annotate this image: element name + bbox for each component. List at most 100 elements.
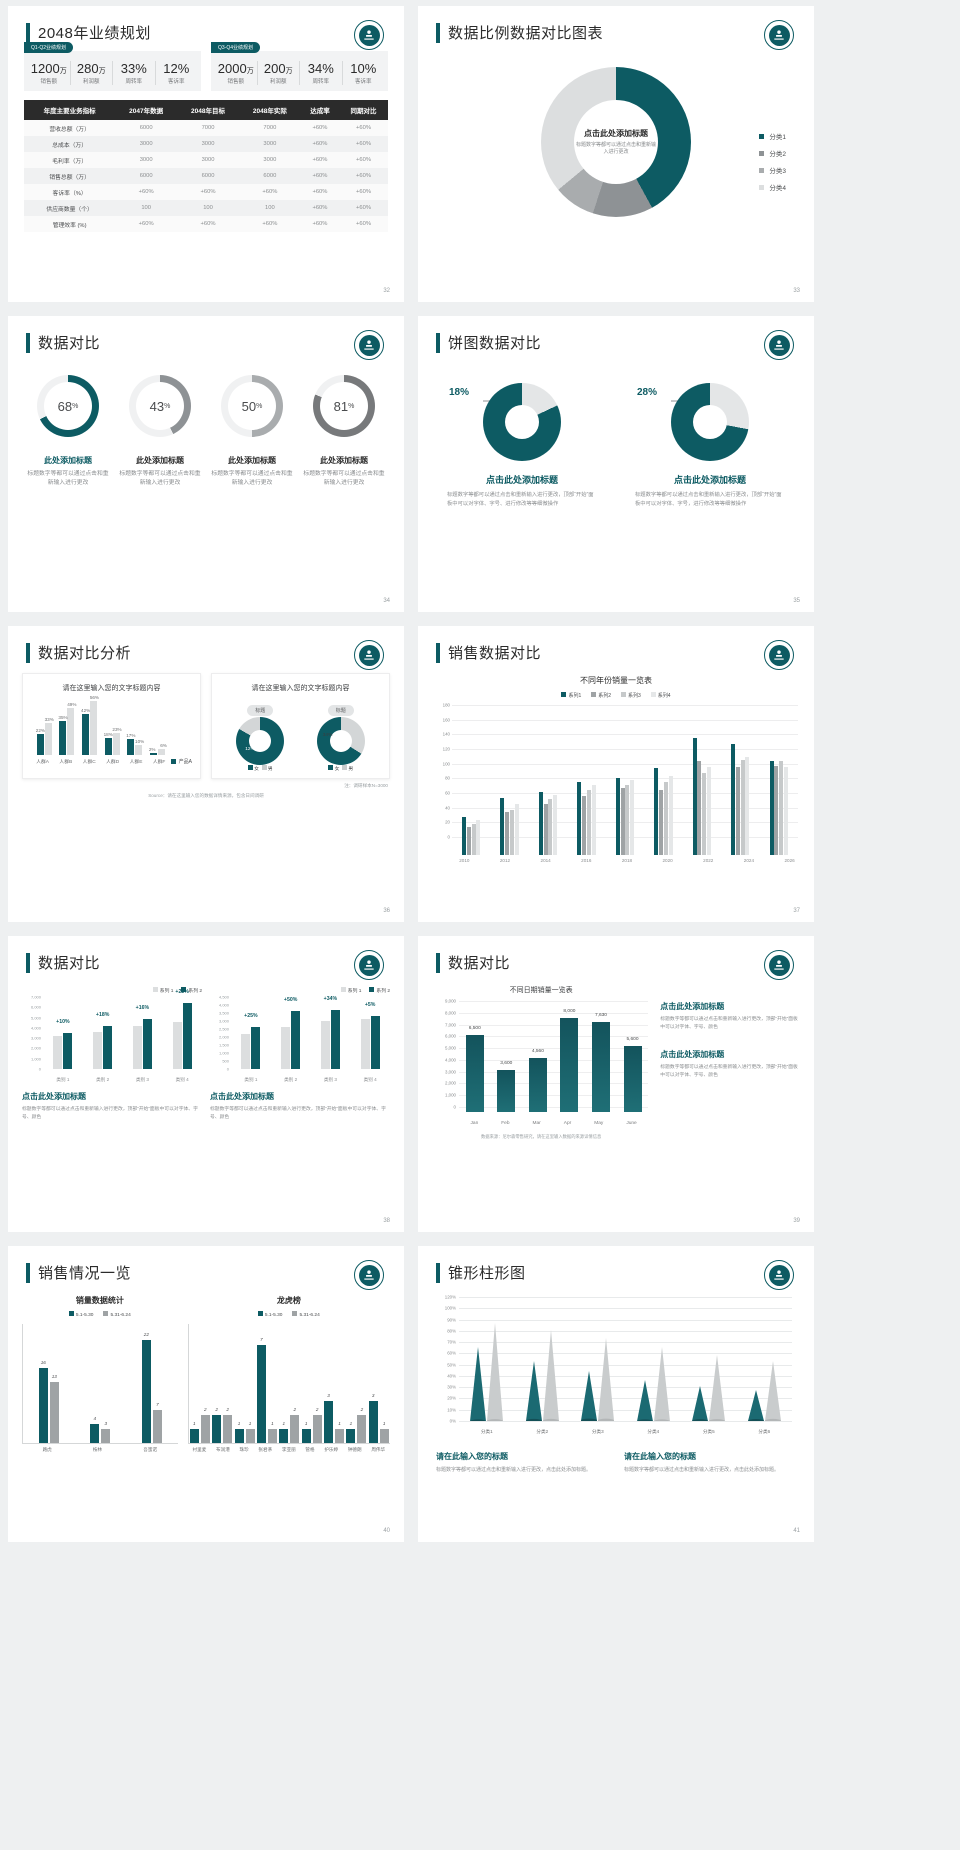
y-axis: 0 1,000 2,000 3,000 4,000 5,000 6,000 7,000 8,00… (432, 999, 458, 1110)
slide-36-cards: 请在这里输入您的文字标题内容 22% 33% 35% 49% 42% 56% 1… (8, 663, 404, 779)
ring-gauge[interactable]: 68% 此处添加标题 标题数字等都可以通过点击和重新输入进行更改 (27, 375, 109, 489)
slide-33[interactable]: 数据比例数据对比图表 点击此处添加标题 标题数字等都可以通过点击和重新输入进行更… (418, 6, 814, 302)
table-row: 供应商数量（个） 100 100 100 +60% +60% (24, 200, 388, 216)
brand-logo-icon (764, 640, 794, 670)
donut-chart[interactable]: 点击此处添加标题 标题数字等都可以通过点击和重新输入进行更改 (541, 67, 691, 217)
bar (663, 781, 668, 855)
chart-legend: 5.1-5.30 5.31-6.24 (22, 1311, 178, 1318)
chart-title: 龙虎榜 (276, 1296, 301, 1305)
chart-legend: 分类1 分类2 分类3 分类4 (759, 131, 786, 199)
donut-block[interactable]: 18% 点击此处添加标题 标题数字等都可以通过点击和重新输入进行更改，顶部“开始… (437, 383, 607, 508)
page-title: 数据对比 (38, 335, 101, 352)
bar-group: +16% (132, 1005, 152, 1069)
y-tick: 90% (447, 1317, 456, 1323)
slide-40[interactable]: 销售情况一览 销量数据统计 5.1-5.30 5.31-6.24 16 13 4 3… (8, 1246, 404, 1542)
y-tick: 80 (445, 775, 450, 781)
bar-series-1: 3 (368, 1393, 378, 1443)
y-tick: 30% (447, 1384, 456, 1390)
legend-item: 分类1 (759, 131, 786, 141)
bar-series-1 (241, 1033, 251, 1069)
ring-gauge[interactable]: 50% 此处添加标题 标题数字等都可以通过点击和重新输入进行更改 (211, 375, 293, 489)
bar-chart: 16 13 4 3 22 7 (22, 1324, 178, 1444)
gridlines (452, 705, 798, 838)
bar (740, 759, 745, 855)
x-tick: 2016 (581, 858, 592, 863)
legend-item: 系列 2 (181, 987, 202, 994)
slide-36[interactable]: 数据对比分析 请在这里输入您的文字标题内容 22% 33% 35% 49% 42… (8, 626, 404, 922)
bar-chart-card[interactable]: 请在这里输入您的文字标题内容 22% 33% 35% 49% 42% 56% 1… (22, 673, 201, 779)
delta-label: +34% (323, 995, 338, 1002)
slide-39[interactable]: 数据对比 不同日期销量一览表 0 1,000 2,000 3,000 4,000 5,00… (418, 936, 814, 1232)
bar (514, 803, 519, 855)
bar (702, 772, 707, 855)
bar (553, 794, 558, 855)
y-tick: 3,000 (218, 1018, 229, 1024)
text-blocks: 请在此输入您的标题 标题数字等都可以通过点击和重新输入进行更改，点击此处添加标题… (418, 1447, 814, 1475)
ring-gauge[interactable]: 43% 此处添加标题 标题数字等都可以通过点击和重新输入进行更改 (119, 375, 201, 489)
table-cell: 100 (115, 200, 178, 216)
legend-item: 系列2 (591, 692, 611, 699)
donut-desc: 标题数字等都可以通过点击和重新输入进行更改，顶部“开始”面板中可以对字体、字号、… (447, 492, 594, 507)
block-title: 请在此输入您的标题 (436, 1452, 508, 1461)
bar-series-1 (172, 1021, 182, 1069)
ring-title: 此处添加标题 (228, 456, 276, 465)
slide-39-body: 不同日期销量一览表 0 1,000 2,000 3,000 4,000 5,000 6,00… (418, 973, 814, 1140)
slide-34[interactable]: 数据对比 68% 此处添加标题 标题数字等都可以通过点击和重新输入进行更改 43… (8, 316, 404, 612)
bar-series-1: 1 (279, 1421, 289, 1443)
bar-series-2 (90, 700, 98, 755)
bar (620, 787, 625, 855)
bar-series-1 (281, 1027, 291, 1069)
table-row: 管理效率 (%) +60% +60% +60% +60% +60% (24, 216, 388, 232)
page-number: 38 (383, 1218, 390, 1224)
y-tick: 160 (442, 717, 450, 723)
legend-item: 分类2 (759, 148, 786, 158)
donut-chart-card[interactable]: 请在这里输入您的文字标题内容 标题 12% 女 男 标题 (211, 673, 390, 779)
title-accent-bar (26, 1262, 30, 1283)
table-header-cell: 达成率 (300, 100, 340, 120)
ring-value: 68% (44, 382, 92, 430)
chart-legend: 5.1-5.30 5.31-6.24 (188, 1311, 390, 1318)
bar-series-2 (103, 1025, 113, 1069)
delta-label: +5% (364, 1002, 376, 1009)
x-tick: 2012 (499, 858, 511, 863)
slide-35[interactable]: 饼图数据对比 18% 点击此处添加标题 标题数字等都可以通过点击和重新输入进行更… (418, 316, 814, 612)
y-axis: 0 20 40 60 80 100 120 140 160 180 (430, 703, 452, 840)
slide-38-header: 数据对比 (8, 936, 404, 973)
slide-41[interactable]: 锥形柱形图 0% 10% 20% 30% 40% 50% 60% 70% 80% 90% 100% 1… (418, 1246, 814, 1542)
cone-series-2 (542, 1330, 559, 1421)
page-title: 数据比例数据对比图表 (448, 25, 604, 42)
page-title: 数据对比分析 (38, 645, 132, 662)
slide-32[interactable]: 2048年业绩规划 Q1-Q2业绩规划 1200万 销售额 280万 利润额 3… (8, 6, 404, 302)
ring-gauge[interactable]: 81% 此处添加标题 标题数字等都可以通过点击和重新输入进行更改 (303, 375, 385, 489)
chart-title: 不同日期销量一览表 (509, 987, 573, 994)
y-tick: 80% (447, 1328, 456, 1334)
bar-value: 4,560 (531, 1049, 544, 1055)
donut-value: 28% (637, 387, 658, 398)
bar-value: 35% (58, 715, 68, 721)
y-tick: 3,500 (218, 1010, 229, 1016)
bar (779, 761, 784, 855)
slide-38[interactable]: 数据对比 系列 1 系列 2 0 1,000 2,000 3,000 4,000 5,000… (8, 936, 404, 1232)
cone-series-2 (487, 1322, 504, 1421)
bar-group: 22% 33% (36, 717, 54, 755)
cone-group (636, 1346, 670, 1421)
slide-37[interactable]: 销售数据对比 不同年份销量一览表 系列1 系列2 系列3 系列4 0 20 40 60 80 1… (418, 626, 814, 922)
legend-gender-left: 女 男 (236, 765, 284, 772)
bar-group: 35% 49% (58, 702, 76, 755)
block-desc: 标题数字等都可以通过点击和重新输入进行更改，点击此处添加标题。 (624, 1467, 780, 1473)
bar-series-1 (132, 1025, 142, 1069)
bar: 6,500 (465, 1026, 484, 1112)
bar-columns: 6,500 3,600 4,560 8,000 7,630 5,600 (459, 1006, 648, 1112)
y-tick: 0 (38, 1066, 41, 1072)
bar (586, 790, 591, 855)
slide-33-header: 数据比例数据对比图表 (418, 6, 814, 43)
bar-series-1 (93, 1031, 103, 1069)
donut-block[interactable]: 28% 点击此处添加标题 标题数字等都可以通过点击和重新输入进行更改，顶部“开始… (625, 383, 795, 508)
bar-value: 17% (126, 732, 136, 738)
donut-title: 点击此处添加标题 (485, 475, 558, 485)
legend-label: 产品A (178, 759, 192, 765)
bar-series-1: 3 (323, 1393, 333, 1443)
block-title: 点击此处添加标题 (210, 1092, 274, 1101)
y-axis: 0 500 1,000 1,500 2,000 2,500 3,000 3,500 4,000 4… (210, 995, 230, 1072)
ring-title: 此处添加标题 (44, 456, 92, 465)
